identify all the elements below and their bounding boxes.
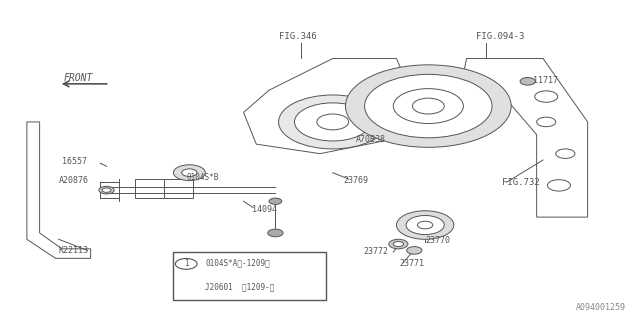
Circle shape [520,77,536,85]
FancyBboxPatch shape [173,252,326,300]
Circle shape [417,221,433,229]
Circle shape [99,186,114,194]
Circle shape [294,103,371,141]
Circle shape [269,198,282,204]
Circle shape [102,188,111,192]
Circle shape [175,259,197,269]
Text: 23769: 23769 [344,176,369,185]
Circle shape [346,65,511,147]
Circle shape [406,247,422,254]
Text: A70B38: A70B38 [356,135,387,144]
Circle shape [556,149,575,158]
Text: J20601  〈1209-〉: J20601 〈1209-〉 [205,282,275,291]
Circle shape [278,95,387,149]
Text: 11717: 11717 [534,76,559,85]
Text: FRONT: FRONT [63,73,93,83]
Circle shape [537,117,556,127]
Text: 0104S*B: 0104S*B [186,173,218,182]
Circle shape [535,91,557,102]
Text: A20876: A20876 [59,176,89,185]
Circle shape [365,74,492,138]
Text: 0104S*A「-1209」: 0104S*A「-1209」 [205,259,270,268]
Text: 23772: 23772 [364,247,389,257]
Text: K22113: K22113 [59,246,89,255]
Bar [135,179,193,198]
Circle shape [394,242,403,247]
Text: 16557: 16557 [62,157,87,166]
Text: FIG.732: FIG.732 [502,178,540,187]
Text: 23770: 23770 [425,236,450,245]
Text: 23771: 23771 [399,259,425,268]
Circle shape [317,114,349,130]
Polygon shape [27,122,91,258]
Text: A094001259: A094001259 [576,303,626,312]
Circle shape [547,180,570,191]
Polygon shape [460,59,588,217]
Text: 1: 1 [184,260,189,268]
Circle shape [406,215,444,235]
Circle shape [389,239,408,249]
Text: 14094: 14094 [252,205,277,214]
Circle shape [182,169,197,177]
Circle shape [394,89,463,124]
Text: FIG.094-3: FIG.094-3 [476,32,525,41]
Text: FIG.346: FIG.346 [278,32,316,41]
Circle shape [412,98,444,114]
Circle shape [173,165,205,180]
Circle shape [268,229,283,237]
Circle shape [396,211,454,239]
